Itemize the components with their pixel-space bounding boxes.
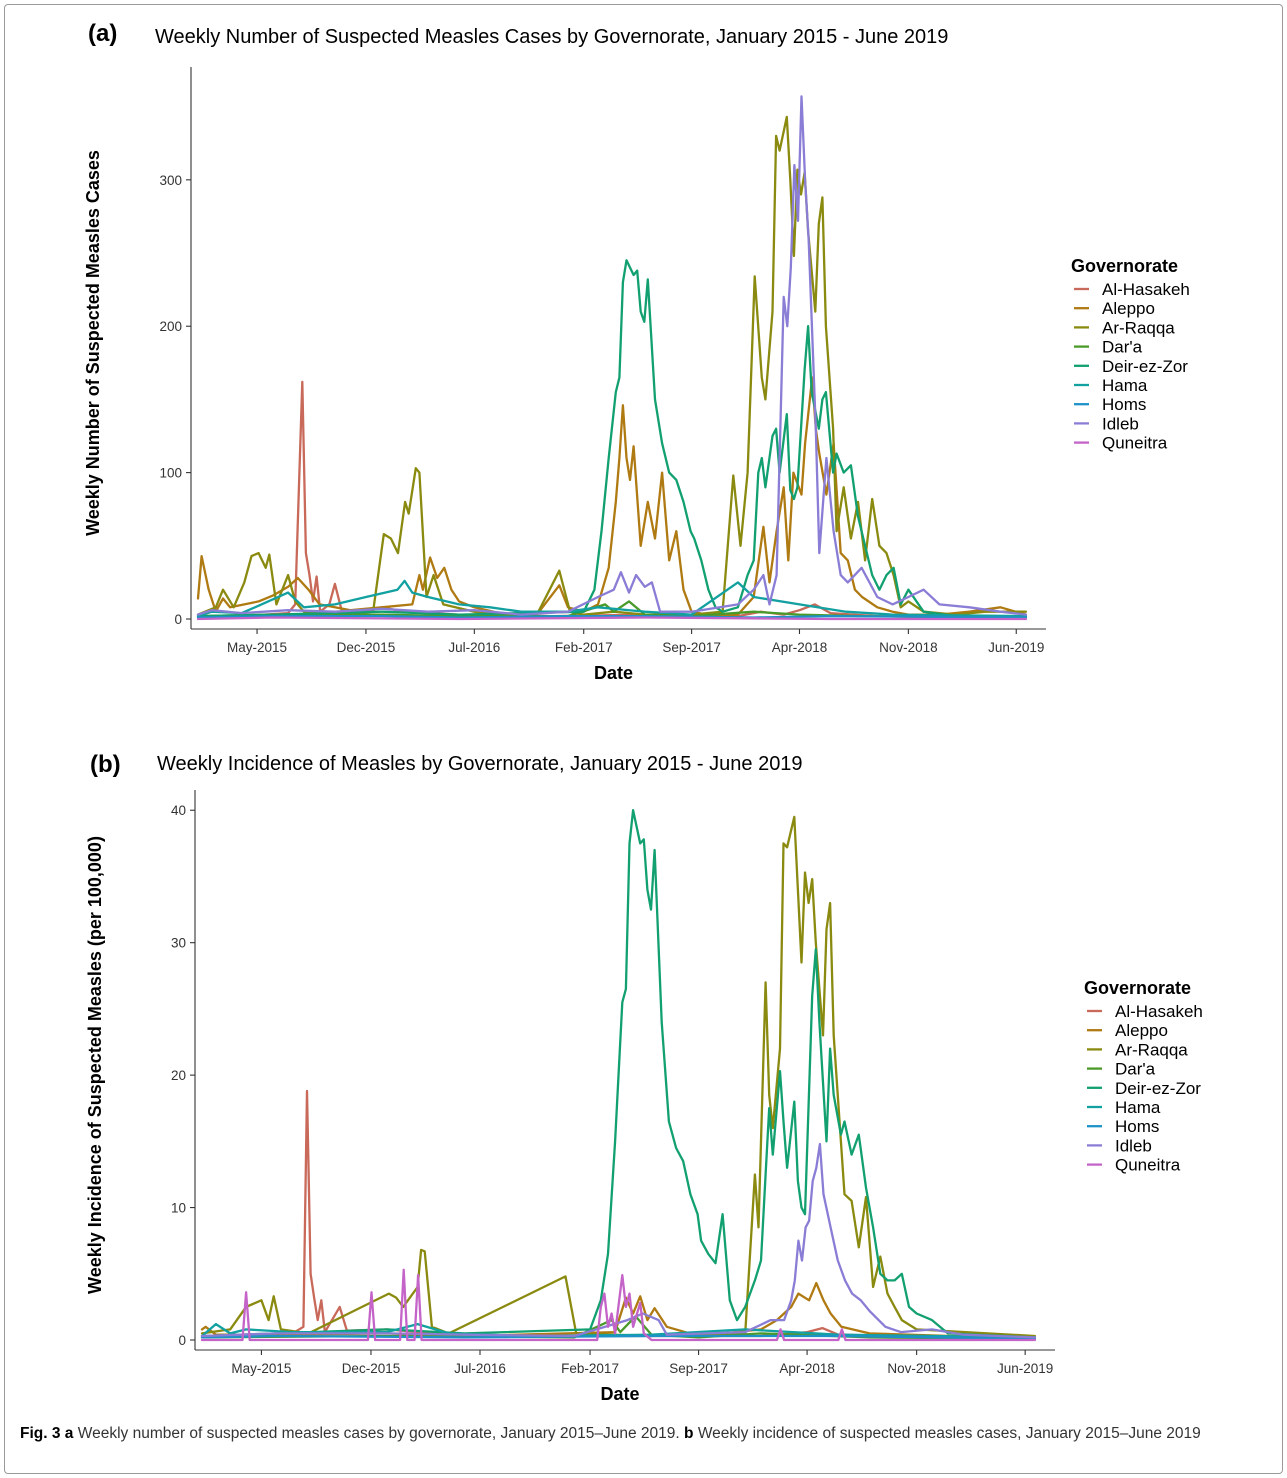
chart-b-legend-label-idleb: Idleb xyxy=(1115,1136,1152,1155)
chart-b-x-tick-label: May-2015 xyxy=(231,1361,291,1376)
chart-b-y-tick-label: 30 xyxy=(171,936,186,951)
chart-a-legend-label-aleppo: Aleppo xyxy=(1102,299,1155,318)
chart-b-series-hama xyxy=(200,1322,1037,1339)
chart-a-legend-label-deir-ez-zor: Deir-ez-Zor xyxy=(1102,357,1188,376)
chart-a-legend-title: Governorate xyxy=(1071,256,1178,276)
panel-a-title: Weekly Number of Suspected Measles Cases… xyxy=(155,26,949,48)
chart-b-legend-label-al-hasakeh: Al-Hasakeh xyxy=(1115,1002,1203,1021)
panel-b-title: Weekly Incidence of Measles by Governora… xyxy=(157,753,803,775)
chart-a-x-tick-label: Dec-2015 xyxy=(337,640,396,655)
caption-part-a-text: Weekly number of suspected measles cases… xyxy=(77,1425,680,1442)
chart-a-x-tick-label: Jul-2016 xyxy=(448,640,500,655)
chart-a-legend-label-quneitra: Quneitra xyxy=(1102,434,1168,453)
chart-b-legend-label-deir-ez-zor: Deir-ez-Zor xyxy=(1115,1079,1201,1098)
chart-a-x-tick-label: Apr-2018 xyxy=(772,640,828,655)
chart-a-series-idleb xyxy=(196,95,1028,616)
chart-a-x-axis-title: Date xyxy=(594,663,633,683)
chart-a: 0 100 200 300 May-2015 Dec-2015 Jul-2016 Feb-20… xyxy=(83,67,1190,683)
figure-caption: Fig. 3 a Weekly number of suspected meas… xyxy=(20,1423,1270,1444)
chart-b-y-tick-label: 20 xyxy=(171,1068,186,1083)
caption-part-b-text: Weekly incidence of suspected measles ca… xyxy=(697,1425,1201,1442)
chart-b-x-tick-label: Sep-2017 xyxy=(669,1361,728,1376)
caption-part-b-letter: b xyxy=(684,1425,694,1442)
chart-b-x-tick-label: Jun-2019 xyxy=(997,1361,1053,1376)
chart-a-y-tick-label: 100 xyxy=(159,466,182,481)
chart-a-x-tick-label: May-2015 xyxy=(227,640,287,655)
chart-b-legend-label-hama: Hama xyxy=(1115,1098,1161,1117)
chart-b-y-tick-label: 10 xyxy=(171,1201,186,1216)
chart-b-x-tick-label: Apr-2018 xyxy=(779,1361,835,1376)
chart-a-series-homs xyxy=(196,614,1028,619)
chart-a-series-ar-raqqa xyxy=(196,115,1028,616)
chart-b-x-tick-label: Feb-2017 xyxy=(561,1361,619,1376)
panel-b-label: (b) xyxy=(90,751,121,778)
chart-b-x-tick-label: Dec-2015 xyxy=(342,1361,401,1376)
chart-b-legend-label-aleppo: Aleppo xyxy=(1115,1021,1168,1040)
chart-a-legend-label-hama: Hama xyxy=(1102,376,1148,395)
chart-b-x-tick-label: Nov-2018 xyxy=(887,1361,946,1376)
chart-a-x-tick-label: Nov-2018 xyxy=(879,640,938,655)
chart-a-x-tick-label: Feb-2017 xyxy=(555,640,613,655)
chart-a-y-tick-label: 200 xyxy=(159,319,182,334)
chart-a-legend-label-homs: Homs xyxy=(1102,395,1146,414)
chart-b-legend-label-homs: Homs xyxy=(1115,1117,1159,1136)
chart-a-x-tick-label: Sep-2017 xyxy=(662,640,721,655)
chart-a-y-tick-label: 0 xyxy=(174,612,182,627)
caption-part-a-letter: a xyxy=(64,1425,74,1442)
chart-b-x-tick-label: Jul-2016 xyxy=(454,1361,506,1376)
chart-a-legend-label-dar-a: Dar'a xyxy=(1102,338,1143,357)
caption-label: Fig. 3 xyxy=(20,1425,61,1442)
chart-a-series-deir-ez-zor xyxy=(196,259,1028,619)
chart-b: 0 10 20 30 40 May-2015 Dec-2015 Jul-2016 Feb-201… xyxy=(85,790,1203,1404)
chart-a-y-tick-label: 300 xyxy=(159,173,182,188)
chart-b-series-deir-ez-zor xyxy=(200,809,1037,1339)
chart-b-legend-label-quneitra: Quneitra xyxy=(1115,1156,1181,1175)
panel-a-label: (a) xyxy=(88,20,118,47)
figure-frame xyxy=(4,4,1283,1474)
chart-b-legend-title: Governorate xyxy=(1084,978,1191,998)
chart-a-legend-label-ar-raqqa: Ar-Raqqa xyxy=(1102,318,1175,337)
chart-b-y-tick-label: 0 xyxy=(178,1333,186,1348)
chart-b-x-axis-title: Date xyxy=(600,1384,639,1404)
chart-a-series-dar-a xyxy=(196,600,1028,619)
chart-b-legend-label-ar-raqqa: Ar-Raqqa xyxy=(1115,1040,1188,1059)
chart-b-series-quneitra xyxy=(200,1268,1037,1342)
chart-a-series-quneitra xyxy=(196,616,1028,621)
chart-a-x-tick-label: Jun-2019 xyxy=(988,640,1044,655)
chart-b-series-ar-raqqa xyxy=(200,815,1037,1338)
chart-b-legend-label-dar-a: Dar'a xyxy=(1115,1060,1156,1079)
chart-b-y-axis-title: Weekly Incidence of Suspected Measles (p… xyxy=(85,836,105,1294)
chart-b-y-tick-label: 40 xyxy=(171,803,186,818)
chart-a-series-hama xyxy=(196,579,1028,618)
chart-a-legend-label-idleb: Idleb xyxy=(1102,414,1139,433)
chart-a-y-axis-title: Weekly Number of Suspected Measles Cases xyxy=(83,150,103,536)
chart-a-legend-label-al-hasakeh: Al-Hasakeh xyxy=(1102,280,1190,299)
